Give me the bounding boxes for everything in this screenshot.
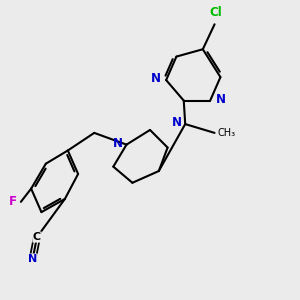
Text: N: N	[113, 137, 123, 150]
Text: N: N	[172, 116, 182, 129]
Text: N: N	[151, 72, 161, 85]
Text: Cl: Cl	[210, 6, 222, 19]
Text: C: C	[33, 232, 41, 242]
Text: N: N	[28, 254, 37, 264]
Text: F: F	[9, 195, 17, 208]
Text: N: N	[215, 93, 225, 106]
Text: CH₃: CH₃	[218, 128, 236, 138]
